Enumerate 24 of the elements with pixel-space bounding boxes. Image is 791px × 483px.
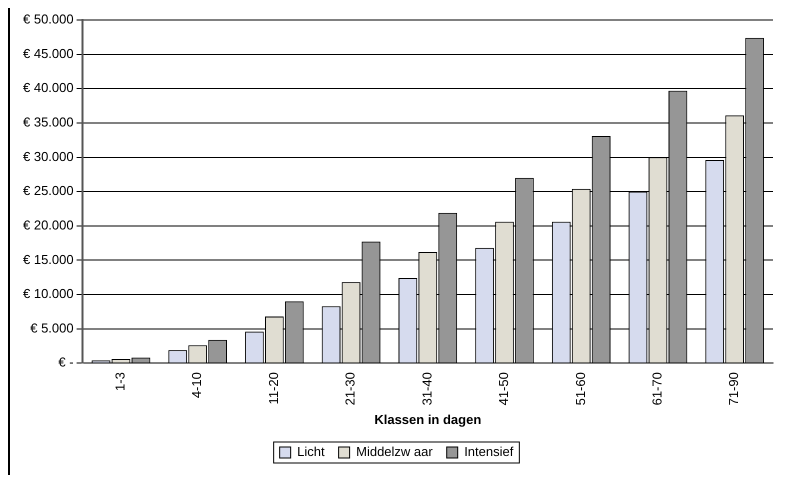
y-tick-label: € 10.000 — [22, 286, 74, 302]
y-tick-label: € 20.000 — [22, 217, 74, 232]
legend-label: Intensief — [464, 444, 514, 460]
x-tick-label: 71-90 — [726, 372, 742, 406]
legend-label: Middelzw aar — [356, 444, 434, 460]
legend-label: Licht — [297, 444, 326, 460]
x-tick-label: 1-3 — [112, 372, 128, 391]
y-tick-label: € 25.000 — [22, 183, 74, 198]
y-tick-label: € 35.000 — [22, 114, 74, 130]
y-tick-label: € 30.000 — [22, 148, 74, 164]
y-tick-label: € 5.000 — [30, 320, 74, 336]
y-tick-label: € 15.000 — [22, 252, 74, 267]
x-tick-label: 61-70 — [650, 372, 665, 406]
x-axis-title: Klassen in dagen — [374, 412, 482, 427]
y-tick-label: € 40.000 — [22, 80, 74, 96]
x-tick-label: 11-20 — [266, 372, 281, 404]
x-tick-label: 31-40 — [419, 372, 434, 406]
x-tick-label: 21-30 — [342, 372, 358, 406]
y-tick-label: € 45.000 — [22, 46, 74, 61]
y-tick-label: € - — [58, 354, 74, 370]
x-tick-label: 4-10 — [189, 372, 204, 398]
y-tick-label: € 50.000 — [22, 12, 74, 27]
x-tick-label: 41-50 — [496, 372, 512, 406]
x-tick-label: 51-60 — [572, 372, 588, 406]
